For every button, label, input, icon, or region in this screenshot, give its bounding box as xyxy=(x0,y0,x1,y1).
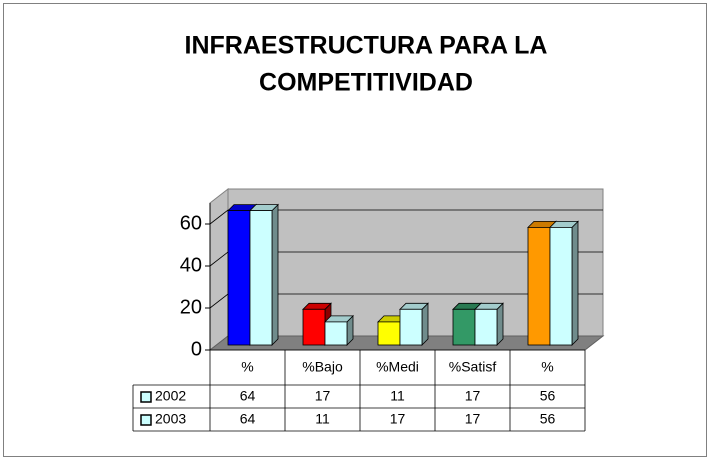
bar-front xyxy=(227,210,251,346)
bar-front xyxy=(324,321,348,346)
bar-front xyxy=(452,308,476,346)
x-tick-label: %Medi xyxy=(376,359,419,375)
bar xyxy=(249,203,279,346)
bar-front xyxy=(474,308,498,346)
legend-label: 2002 xyxy=(155,388,186,404)
x-tick-label: %Bajo xyxy=(302,359,343,375)
grid-line xyxy=(209,209,603,225)
chart-title: INFRAESTRUCTURA PARA LA xyxy=(185,32,548,60)
legend-label: 2003 xyxy=(155,411,186,427)
x-tick-label: % xyxy=(541,359,553,375)
table-value: 11 xyxy=(315,411,330,427)
table-value: 17 xyxy=(390,411,406,427)
table-value: 11 xyxy=(390,388,405,404)
table-value: 56 xyxy=(540,411,556,427)
bar xyxy=(399,302,429,346)
chart-title: COMPETITIVIDAD xyxy=(259,69,473,97)
x-tick-label: % xyxy=(241,359,253,375)
legend-swatch xyxy=(140,391,152,403)
table-value: 56 xyxy=(540,388,556,404)
table-value: 17 xyxy=(315,388,331,404)
bar-front xyxy=(377,321,401,346)
table-value: 64 xyxy=(240,411,256,427)
bar-side xyxy=(271,203,279,346)
table-value: 17 xyxy=(465,388,481,404)
legend-swatch xyxy=(140,414,152,426)
x-tick-label: %Satisf xyxy=(449,359,497,375)
bar-front xyxy=(399,308,423,346)
bar xyxy=(474,302,504,346)
bar-side xyxy=(496,302,504,346)
y-tick-label: 20 xyxy=(180,296,202,318)
bar-front xyxy=(527,226,551,346)
y-tick-label: 40 xyxy=(180,254,202,276)
side-wall xyxy=(209,187,229,352)
bar xyxy=(549,220,579,346)
bar-front xyxy=(549,226,573,346)
bar-side xyxy=(421,302,429,346)
y-tick-label: 60 xyxy=(180,212,202,234)
y-tick-label: 0 xyxy=(191,338,202,360)
bar-front xyxy=(302,308,326,346)
table-value: 17 xyxy=(465,411,481,427)
bar xyxy=(324,314,354,346)
bar-front xyxy=(249,210,273,346)
table-value: 64 xyxy=(240,388,256,404)
bar-side xyxy=(571,220,579,346)
